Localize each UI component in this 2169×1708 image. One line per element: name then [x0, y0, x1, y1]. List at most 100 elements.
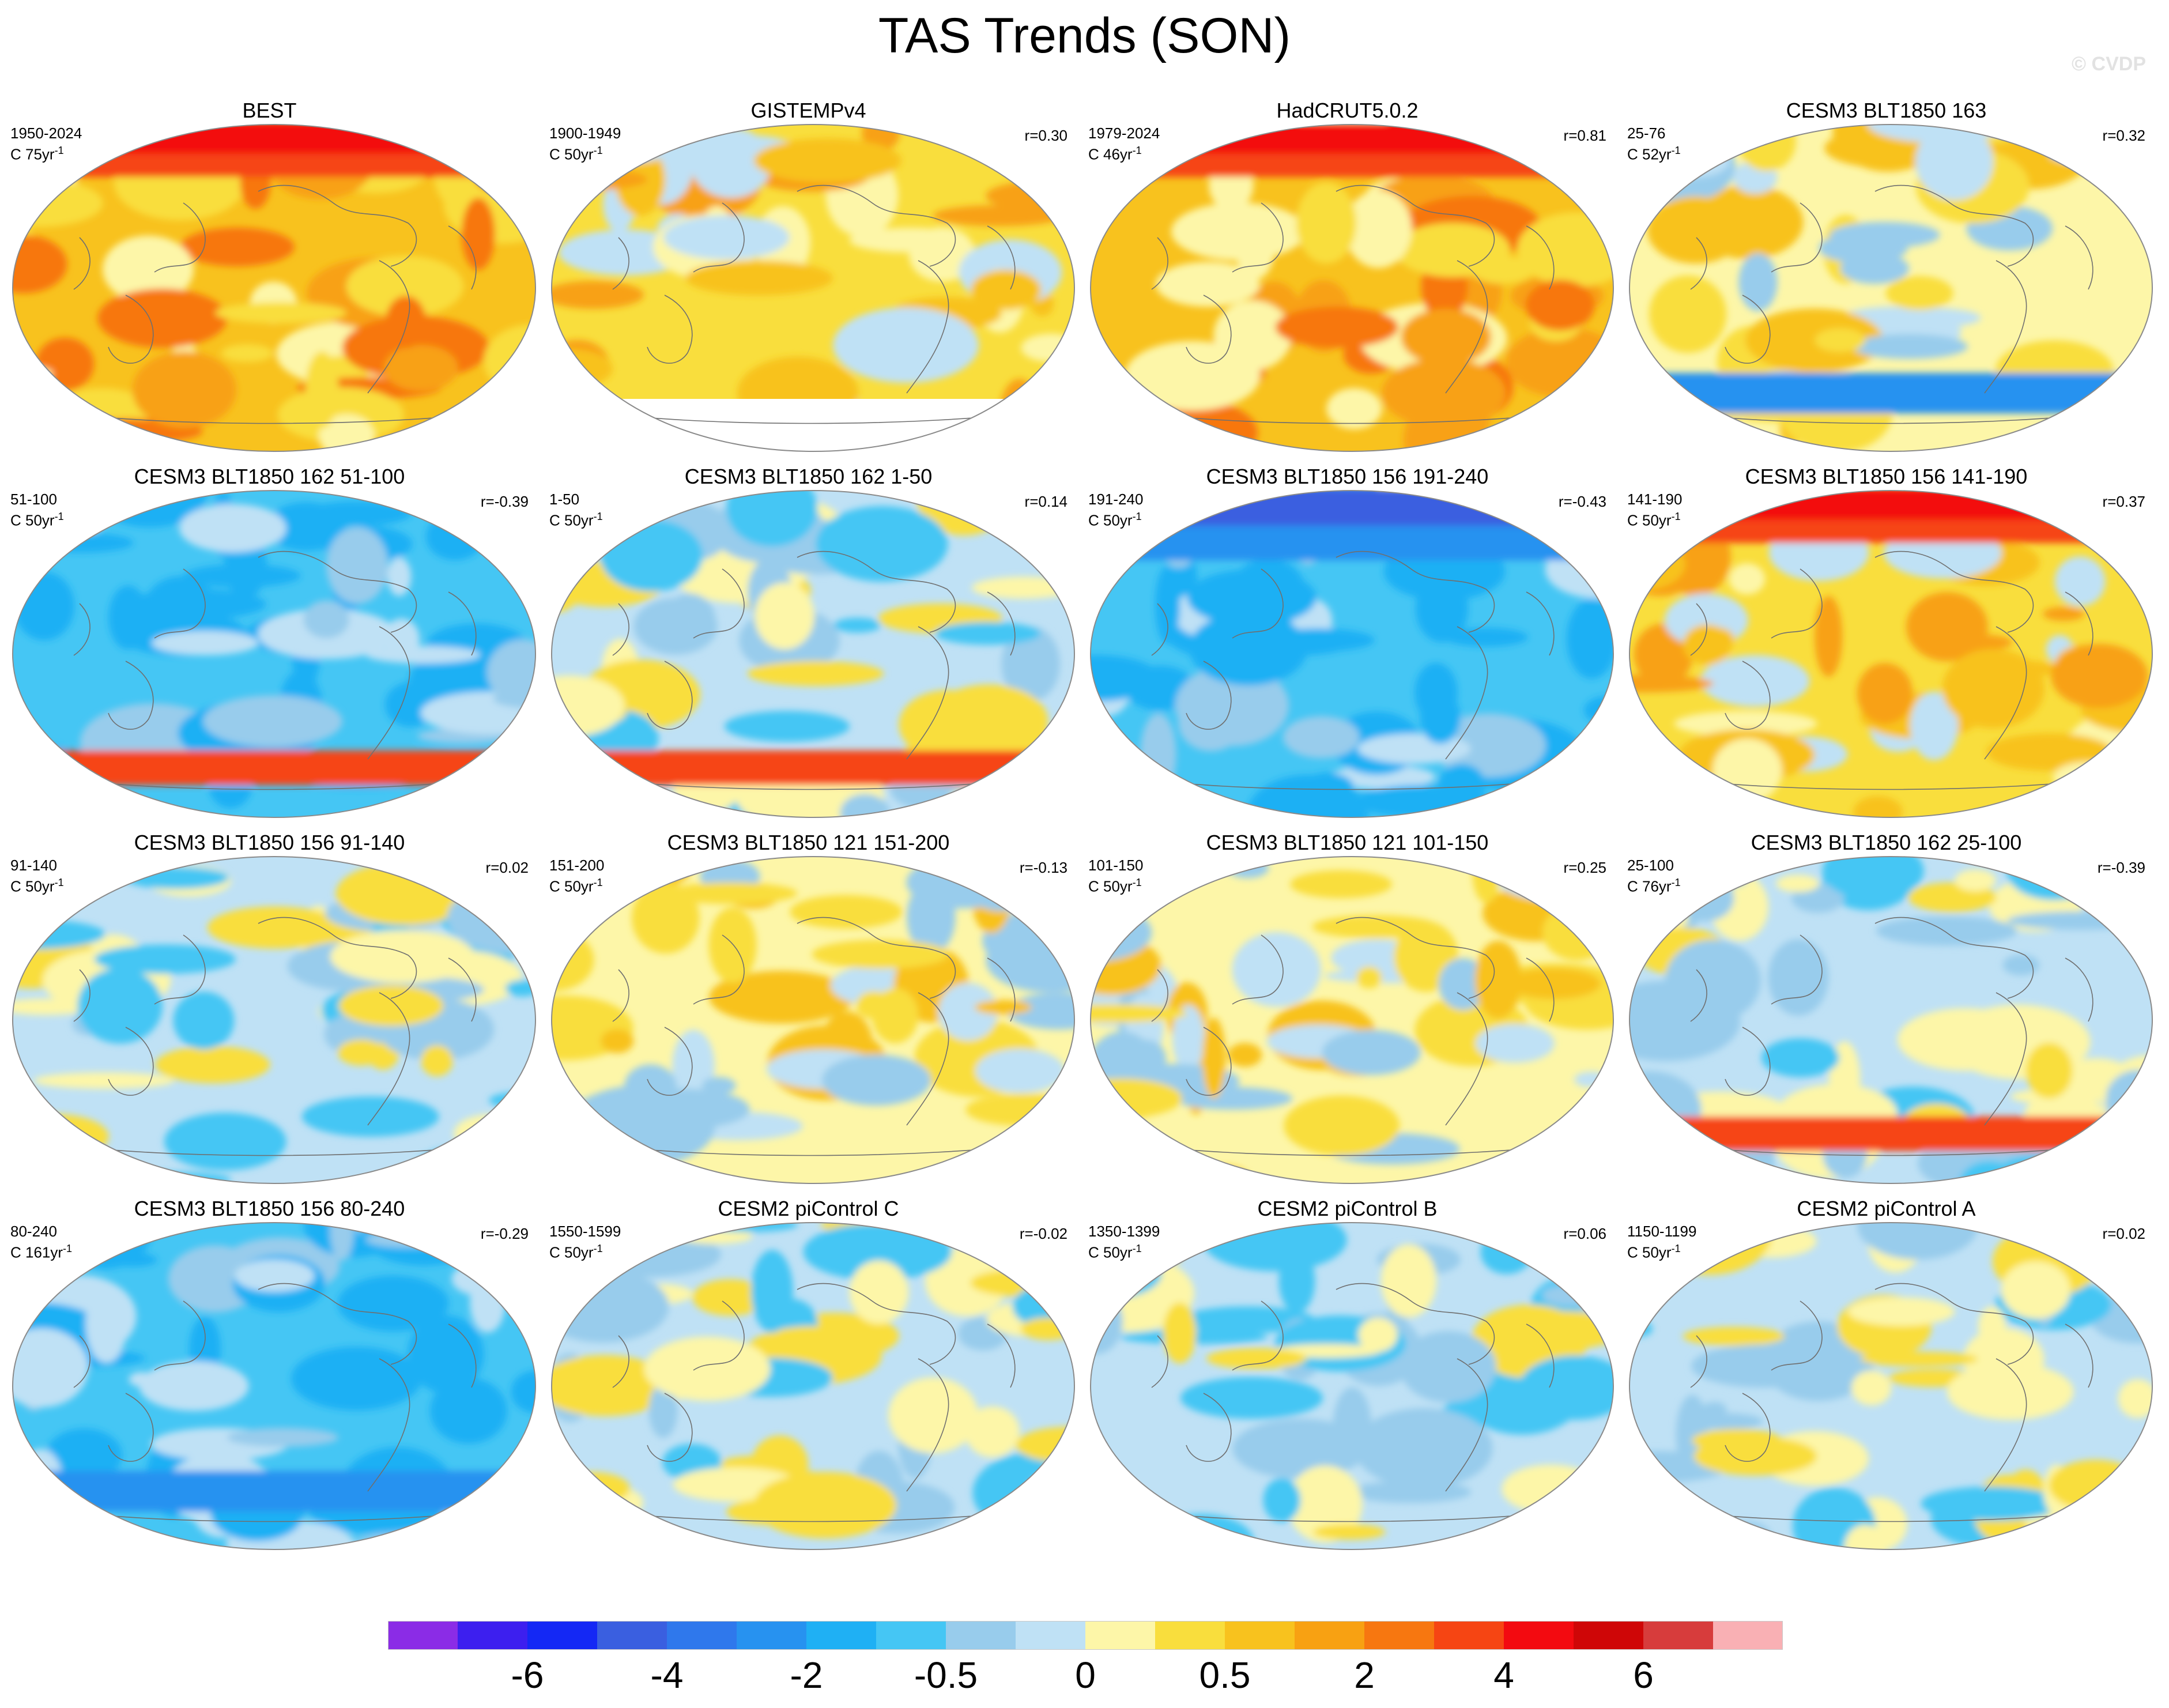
anomaly-patch — [1172, 1005, 1205, 1072]
panel-units: C 50yr-1 — [549, 508, 603, 529]
coastline — [73, 237, 90, 290]
anomaly-patch — [2007, 911, 2152, 930]
trend-map — [1629, 856, 2153, 1184]
coastline — [1445, 992, 1488, 1126]
coastline — [1186, 1393, 1232, 1462]
map-panel: CESM3 BLT1850 156 80-240 80-240 C 161yr-1 r… — [0, 1196, 539, 1559]
map-outline — [1629, 856, 2153, 1184]
anomaly-patch — [215, 302, 346, 323]
panel-correlation: r=0.02 — [2102, 1225, 2145, 1242]
colorbar-tick-label: 2 — [1354, 1654, 1375, 1696]
anomaly-patch — [1020, 1317, 1074, 1340]
anomaly-patch — [1853, 796, 1903, 817]
colorbar-swatch — [1434, 1621, 1504, 1650]
anomaly-patch — [46, 1428, 123, 1482]
panel-grid: BEST 1950-2024 C 75yr-1 GISTEMPv4 1900-1949 C… — [0, 98, 2153, 1559]
colorbar-swatch — [1016, 1621, 1086, 1650]
anomaly-patch — [147, 173, 183, 193]
subarctic-warm-band — [1629, 520, 2152, 543]
anomaly-patch — [934, 622, 1041, 645]
anomaly-patch — [1438, 958, 1488, 1011]
coastline — [693, 1300, 745, 1371]
anomaly-patch — [152, 631, 259, 655]
trend-map — [551, 856, 1075, 1184]
anomaly-patch — [1507, 968, 1601, 1000]
anomaly-patch — [330, 1223, 354, 1261]
coastline — [367, 626, 410, 760]
anomaly-patch — [1480, 1230, 1533, 1275]
anomaly-patch — [466, 128, 530, 148]
panel-units: C 161yr-1 — [10, 1240, 72, 1261]
anomaly-patch — [1092, 798, 1210, 817]
coastline — [367, 1358, 410, 1492]
panel-units: C 50yr-1 — [1627, 1240, 1681, 1261]
panel-title: BEST — [242, 99, 297, 122]
coastline — [987, 225, 1016, 290]
panel-units-text: C 50yr — [1088, 1243, 1133, 1261]
coastline — [1151, 969, 1168, 1022]
coastline — [906, 260, 949, 394]
panel-units: C 50yr-1 — [1088, 508, 1142, 529]
anomaly-patch — [1738, 253, 1778, 311]
anomaly-patch — [790, 895, 903, 929]
map-outline — [551, 1222, 1075, 1550]
anomaly-patch — [1180, 1377, 1323, 1419]
anomaly-patch — [971, 270, 1042, 310]
panel-period: 1950-2024 — [10, 125, 82, 142]
anomaly-patch — [1502, 1311, 1613, 1350]
anomaly-patch — [103, 235, 194, 303]
watermark: © CVDP — [2072, 53, 2146, 75]
anomaly-patch — [1313, 1524, 1386, 1540]
coastline — [612, 1335, 629, 1388]
units-exponent: -1 — [1671, 145, 1681, 156]
anomaly-patch — [1629, 776, 1662, 792]
panel-correlation: r=0.14 — [1024, 493, 1067, 510]
panel-units-text: C 161yr — [10, 1243, 63, 1261]
anomaly-patch — [663, 215, 790, 260]
coastline — [448, 225, 477, 290]
anomaly-patch — [1380, 1244, 1436, 1318]
colorbar-swatch — [1225, 1621, 1295, 1650]
units-exponent: -1 — [63, 1243, 73, 1254]
coastline — [1526, 225, 1555, 290]
coastline — [987, 591, 1016, 656]
coastline — [1186, 295, 1232, 364]
anomaly-patch — [383, 619, 420, 661]
trend-map — [1090, 490, 1614, 818]
coastline — [1874, 917, 2034, 999]
anomaly-patch — [1345, 190, 1412, 268]
anomaly-patch — [1629, 1321, 1653, 1337]
panel-correlation: r=0.30 — [1024, 127, 1067, 144]
map-outline — [1629, 490, 2153, 818]
map-outline — [551, 856, 1075, 1184]
colorbar-swatch — [806, 1621, 877, 1650]
coastline — [108, 661, 154, 730]
coastline — [612, 969, 629, 1022]
anomaly-patch — [2115, 388, 2152, 449]
anomaly-patch — [1942, 648, 2044, 729]
anomaly-patch — [1232, 1419, 1368, 1479]
panel-correlation: r=0.02 — [485, 859, 529, 876]
anomaly-patch — [663, 882, 798, 904]
anomaly-patch — [1263, 1478, 1301, 1522]
anomaly-patch — [1115, 787, 1160, 817]
anomaly-patch — [1683, 624, 1732, 665]
anomaly-patch — [383, 345, 458, 391]
anomaly-patch — [751, 1250, 793, 1333]
coastline — [987, 957, 1016, 1022]
panel-title: CESM3 BLT1850 162 51-100 — [134, 465, 405, 488]
units-exponent: -1 — [54, 145, 64, 156]
anomaly-patch — [13, 161, 42, 179]
panel-period: 91-140 — [10, 857, 57, 874]
map-panel: HadCRUT5.0.2 1979-2024 C 46yr-1 r=0.81 — [1078, 98, 1617, 461]
anomaly-patch — [14, 572, 75, 640]
map-outline — [1090, 856, 1614, 1184]
coastline — [154, 934, 206, 1005]
anomaly-patch — [454, 1114, 530, 1153]
southern-warm-band — [552, 751, 1074, 785]
anomaly-patch — [1091, 431, 1202, 451]
anomaly-patch — [1567, 1510, 1613, 1533]
coastline — [1725, 661, 1771, 730]
anomaly-patch — [1483, 885, 1591, 941]
map-outline — [551, 124, 1075, 452]
